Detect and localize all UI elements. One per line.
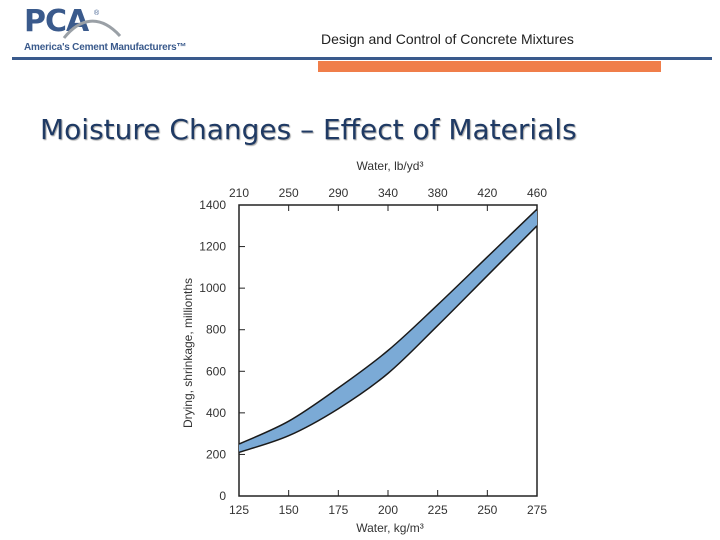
x2-tick-label: 290 xyxy=(328,186,348,200)
x2-tick-label: 210 xyxy=(229,186,249,200)
x2-tick-label: 340 xyxy=(378,186,398,200)
x-tick-label: 225 xyxy=(428,503,448,517)
y-tick-label: 0 xyxy=(219,489,226,503)
shrinkage-band xyxy=(239,209,537,453)
upper-bound-line xyxy=(238,208,538,445)
shrinkage-chart: Water, lb/yd³ Water, kg/m³ Drying, shrin… xyxy=(181,159,547,535)
header-accent-bar xyxy=(318,61,661,72)
x2-tick-label: 250 xyxy=(279,186,299,200)
x2-tick-label: 420 xyxy=(477,186,497,200)
x-tick-label: 250 xyxy=(477,503,497,517)
slide-title: Moisture Changes – Effect of Materials xyxy=(40,113,577,146)
logo-registered-mark: ® xyxy=(94,10,100,17)
x2-tick-label: 380 xyxy=(428,186,448,200)
x-tick-label: 125 xyxy=(229,503,249,517)
y-tick-label: 800 xyxy=(206,323,226,337)
header-title: Design and Control of Concrete Mixtures xyxy=(321,31,574,47)
x-tick-label: 200 xyxy=(378,503,398,517)
logo-wordmark: PCA xyxy=(24,4,89,39)
header-rule xyxy=(12,57,712,60)
y-tick-label: 400 xyxy=(206,406,226,420)
y-tick-label: 1200 xyxy=(199,240,226,254)
x-tick-label: 175 xyxy=(328,503,348,517)
pca-logo: PCA ® America's Cement Manufacturers™ xyxy=(22,4,212,60)
x-tick-label: 150 xyxy=(279,503,299,517)
x2-tick-label: 460 xyxy=(527,186,547,200)
x2-axis-title: Water, lb/yd³ xyxy=(357,159,424,173)
y-tick-label: 600 xyxy=(206,364,226,378)
logo-swoosh-icon xyxy=(62,19,122,39)
x-axis-title: Water, kg/m³ xyxy=(356,521,424,535)
y-axis-title: Drying, shrinkage, millionths xyxy=(181,278,195,428)
y-tick-label: 200 xyxy=(206,447,226,461)
y-tick-label: 1400 xyxy=(199,198,226,212)
logo-tagline: America's Cement Manufacturers™ xyxy=(24,42,187,53)
x-tick-label: 275 xyxy=(527,503,547,517)
lower-bound-line xyxy=(238,225,538,454)
y-tick-label: 1000 xyxy=(199,281,226,295)
